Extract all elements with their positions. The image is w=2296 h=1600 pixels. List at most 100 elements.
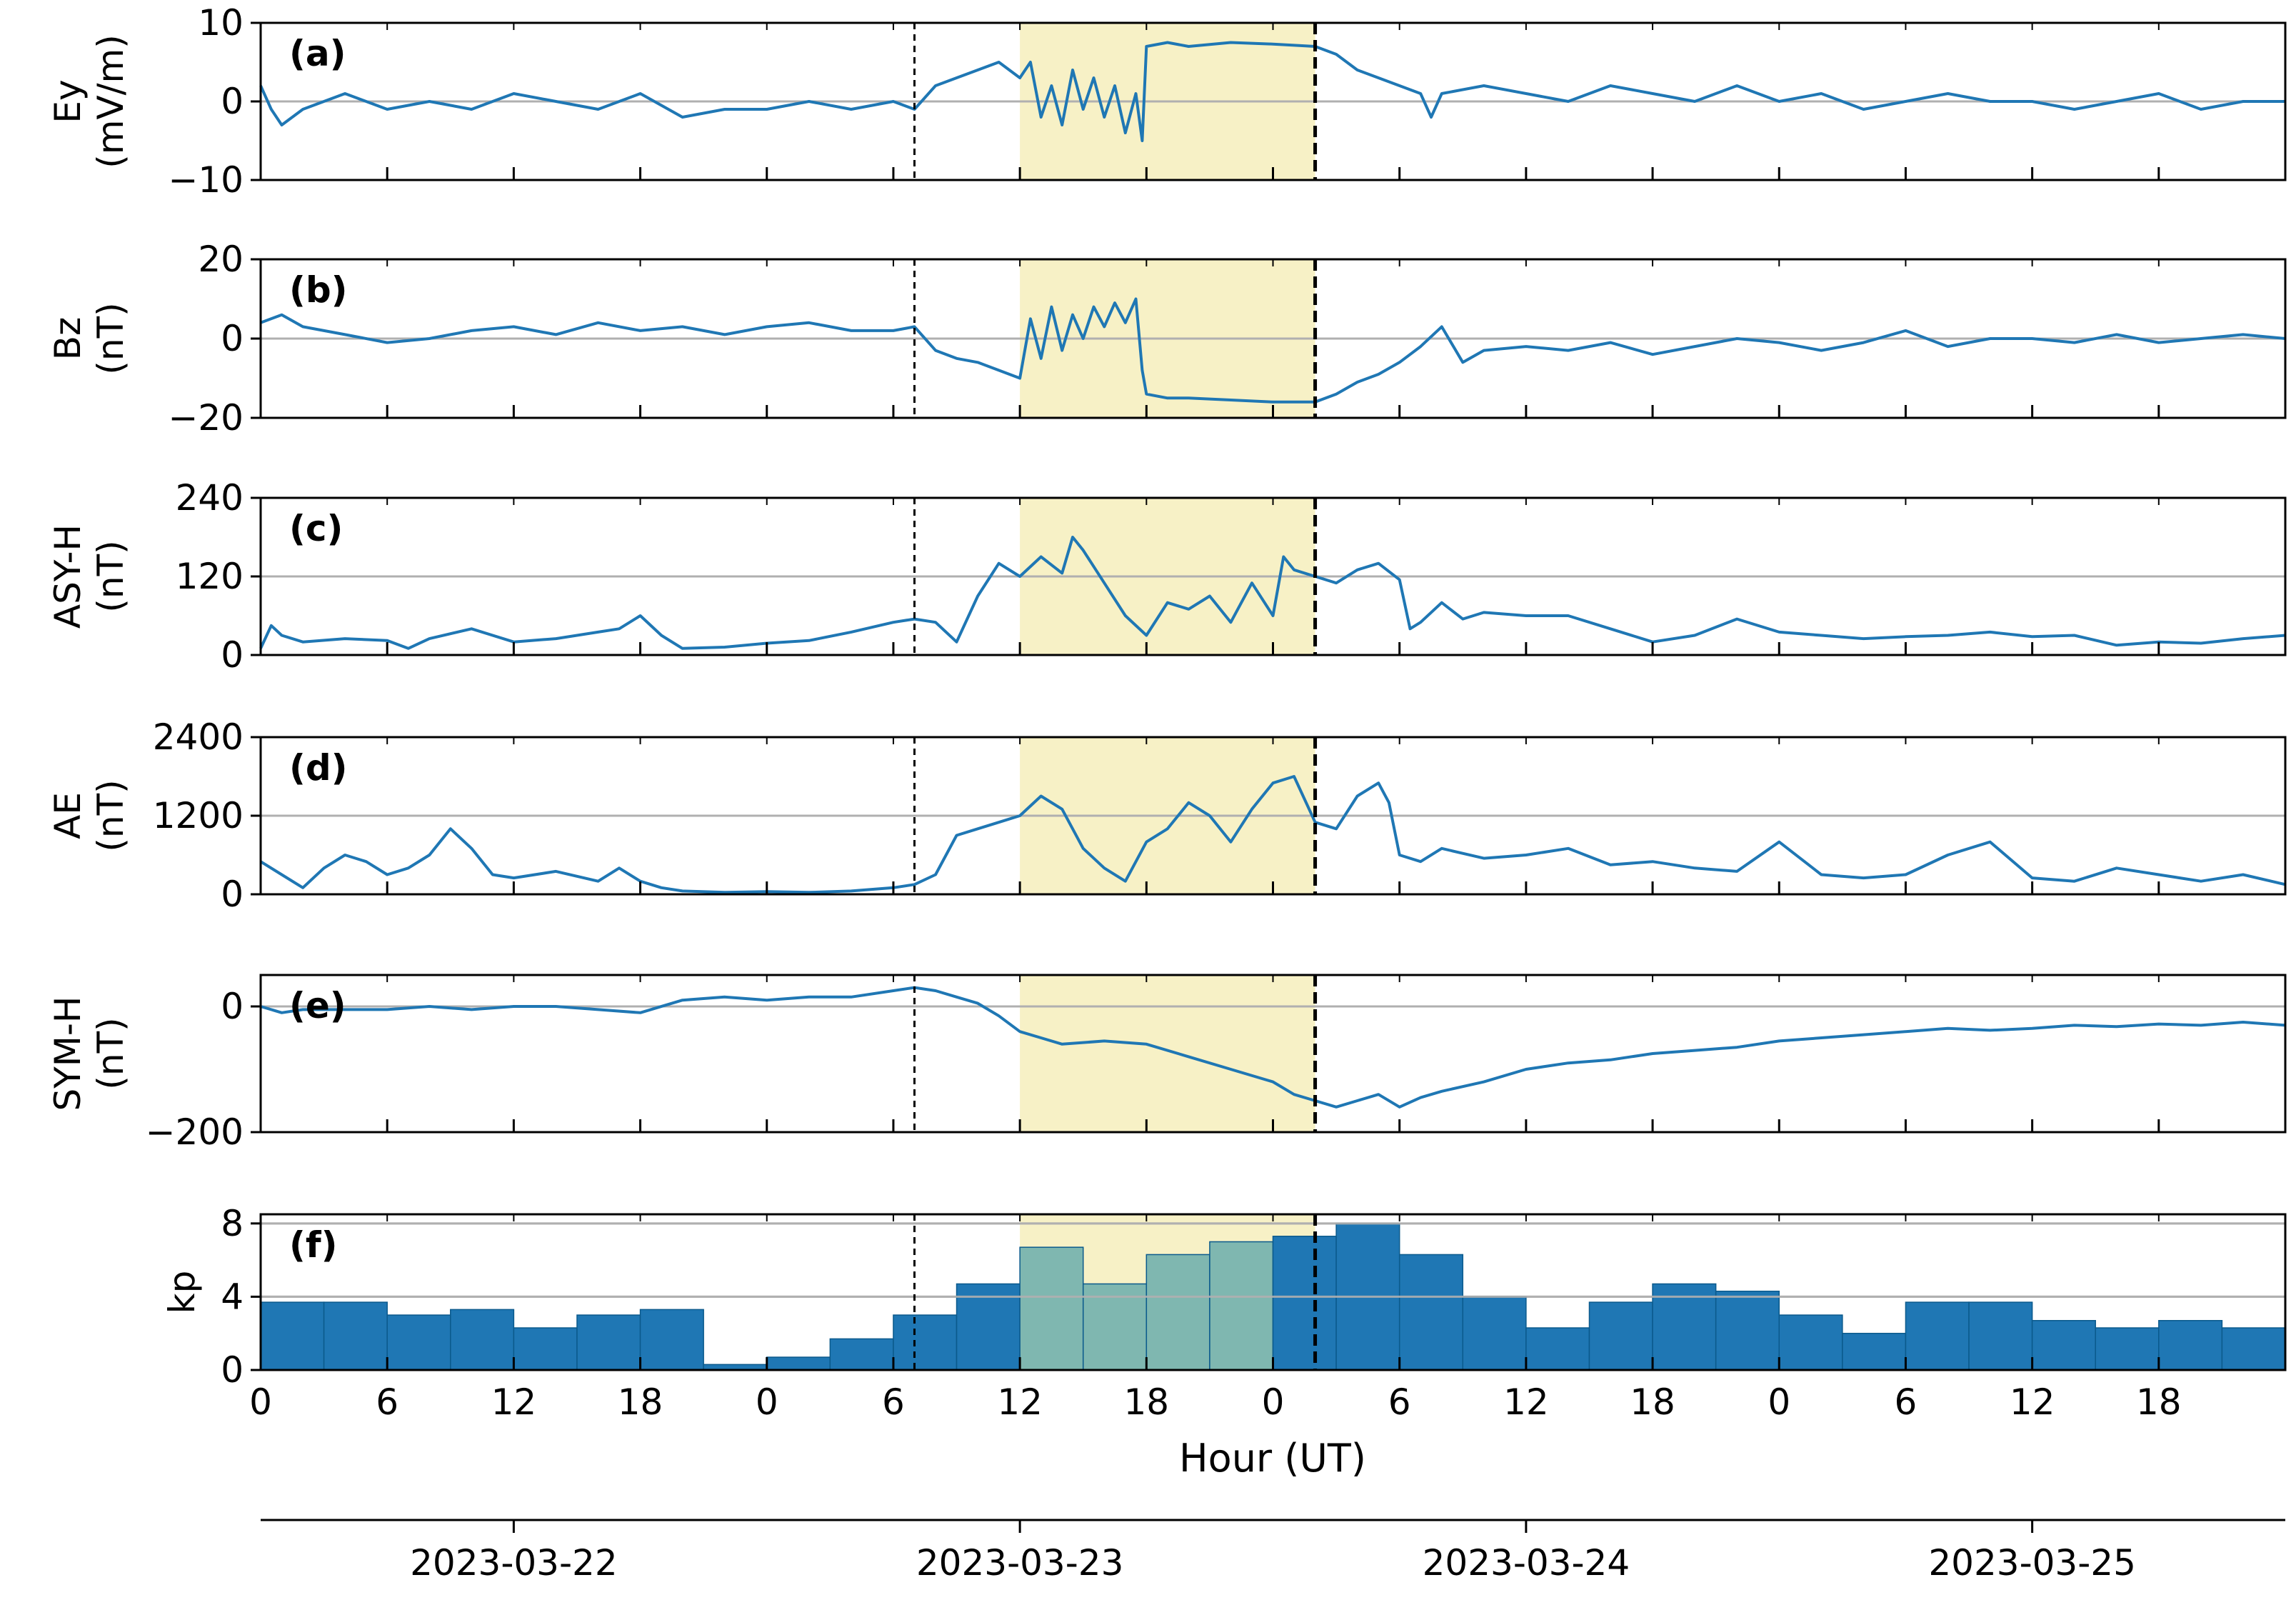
kp-bar [1968, 1301, 2033, 1371]
x-tick-label: 6 [1388, 1381, 1411, 1423]
y-tick-label-d: 1200 [153, 795, 244, 836]
y-tick-label-d: 2400 [153, 716, 244, 758]
y-tick-label-c: 120 [176, 556, 244, 597]
x-tick-label: 18 [618, 1381, 663, 1423]
kp-bar [2221, 1327, 2286, 1371]
shaded-interval-e [1020, 975, 1315, 1132]
panel-tag-c: (c) [289, 508, 343, 549]
kp-bar [1715, 1290, 1780, 1371]
panel-d: 0 1200 2400 (d) AE (nT) [47, 716, 2287, 915]
kp-bar [1778, 1314, 1843, 1371]
series-line-b [260, 297, 2286, 404]
y-axis-unit-b: (nT) [90, 302, 131, 374]
kp-bar [766, 1356, 831, 1371]
y-axis-unit-a: (mV/m) [90, 34, 131, 168]
x-tick-label: 12 [1503, 1381, 1549, 1423]
kp-bar [2158, 1320, 2223, 1371]
bottom-axis-group: Hour (UT) 2023-03-22 2023-03-23 2023-03-24… [261, 1436, 2285, 1584]
panel-a: −10 0 10 (a) Ey (mV/m) [47, 2, 2287, 201]
x-tick-label: 0 [1262, 1381, 1285, 1423]
kp-bar [1905, 1301, 1970, 1371]
kp-bar [893, 1314, 958, 1371]
series-line-a [259, 41, 2285, 142]
y-axis-unit-d: (nT) [90, 779, 131, 851]
y-axis-label-f: kp [161, 1271, 203, 1314]
kp-bar [2031, 1320, 2096, 1371]
kp-bar [1209, 1241, 1274, 1371]
series-line-e [260, 986, 2286, 1109]
x-tick-label: 6 [1895, 1381, 1917, 1423]
y-tick-label-f: 4 [221, 1276, 244, 1317]
y-tick-label-c: 0 [221, 634, 244, 676]
y-axis-unit-c: (nT) [90, 540, 131, 612]
panel-f: 0 6 12 18 0 6 12 18 0 6 12 18 0 6 12 18 0 4 8 (f) kp [161, 1203, 2287, 1423]
series-line-d [259, 775, 2286, 894]
date-axis-ticks: 2023-03-22 2023-03-23 2023-03-24 2023-03-25 [410, 1520, 2136, 1584]
kp-bar [1146, 1254, 1210, 1371]
x-tick-label: 12 [997, 1381, 1043, 1423]
kp-bar [1588, 1301, 1653, 1371]
x-tick-label: 6 [376, 1381, 398, 1423]
kp-bar [1272, 1236, 1337, 1371]
y-tick-label-c: 240 [176, 477, 244, 519]
x-tick-label: 0 [756, 1381, 778, 1423]
y-tick-label-a: −10 [168, 159, 244, 201]
y-axis-unit-e: (nT) [90, 1017, 131, 1089]
date-label: 2023-03-23 [916, 1542, 1124, 1584]
y-tick-label-f: 0 [221, 1349, 244, 1391]
y-tick-label-b: 20 [198, 239, 244, 280]
panel-tag-f: (f) [289, 1224, 337, 1266]
kp-bar [1398, 1254, 1464, 1371]
kp-bar [323, 1301, 388, 1371]
panel-c: 0 120 240 (c) ASY-H (nT) [47, 477, 2287, 676]
panel-e: −200 0 (e) SYM-H (nT) [47, 974, 2287, 1153]
x-tick-label: 0 [1768, 1381, 1790, 1423]
x-tick-label: 6 [882, 1381, 905, 1423]
y-tick-label-f: 8 [221, 1203, 244, 1244]
date-label: 2023-03-24 [1423, 1542, 1630, 1584]
kp-bar [639, 1309, 704, 1371]
x-tick-label: 18 [2136, 1381, 2182, 1423]
x-tick-label: 12 [491, 1381, 537, 1423]
kp-bar [260, 1301, 325, 1371]
y-axis-label-a: Ey [47, 79, 89, 123]
date-label: 2023-03-25 [1928, 1542, 2136, 1584]
kp-bar [1525, 1327, 1590, 1371]
panel-tag-a: (a) [289, 33, 346, 74]
y-axis-label-e: SYM-H [47, 996, 89, 1111]
kp-bar [1842, 1332, 1907, 1371]
x-tick-label: 0 [249, 1381, 272, 1423]
y-tick-label-a: 0 [221, 81, 244, 122]
date-label: 2023-03-22 [410, 1542, 618, 1584]
y-tick-label-e: −200 [146, 1111, 244, 1153]
panel-tag-d: (d) [289, 747, 348, 789]
y-tick-label-d: 0 [221, 874, 244, 915]
y-axis-label-d: AE [47, 792, 89, 839]
kp-bar [386, 1314, 451, 1371]
y-tick-label-a: 10 [198, 2, 244, 44]
kp-bar [1652, 1283, 1717, 1371]
y-axis-label-b: Bz [47, 317, 89, 361]
series-line-c [259, 536, 2286, 650]
kp-bar [829, 1338, 894, 1371]
x-tick-label: 18 [1630, 1381, 1675, 1423]
y-axis-label-c: ASY-H [47, 524, 89, 629]
kp-bar [1082, 1283, 1148, 1371]
kp-bar [513, 1327, 578, 1371]
kp-bar [1462, 1296, 1527, 1371]
kp-bar [576, 1314, 641, 1371]
x-tick-label: 18 [1124, 1381, 1170, 1423]
kp-bar [450, 1309, 515, 1371]
x-axis-label: Hour (UT) [1179, 1436, 1366, 1481]
panel-tag-e: (e) [289, 985, 346, 1026]
y-tick-label-b: 0 [221, 318, 244, 359]
kp-bar [2095, 1327, 2160, 1371]
y-tick-label-e: 0 [221, 986, 244, 1027]
panel-b: −20 0 20 (b) Bz (nT) [47, 239, 2287, 439]
panel-tag-b: (b) [289, 269, 348, 311]
x-tick-label: 12 [2010, 1381, 2055, 1423]
y-tick-label-b: −20 [168, 397, 244, 439]
kp-bar [1019, 1246, 1084, 1371]
